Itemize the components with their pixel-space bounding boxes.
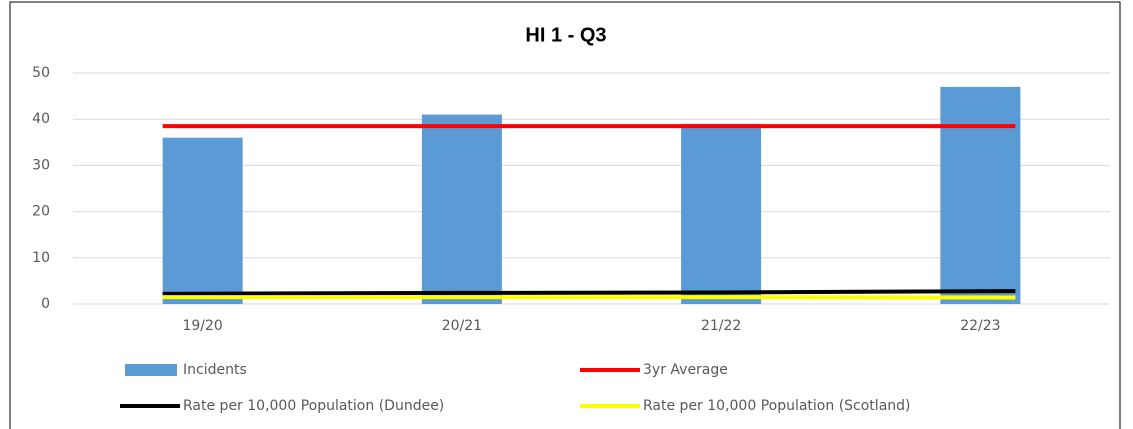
bar [421,114,502,304]
legend-label: Rate per 10,000 Population (Dundee) [183,398,444,414]
bar [940,86,1021,304]
y-tick-label: 30 [32,157,50,173]
y-tick-label: 0 [41,296,50,312]
bar [681,123,762,304]
line [162,289,1016,296]
x-tick-label: 21/22 [701,318,741,334]
y-tick-label: 20 [32,204,50,220]
legend-label: Incidents [183,362,247,378]
x-tick-label: 19/20 [182,318,222,334]
y-tick-label: 40 [32,111,50,127]
x-tick-label: 22/23 [960,318,1000,334]
bar [162,137,243,304]
x-tick-label: 20/21 [442,318,482,334]
y-tick-label: 50 [32,65,50,81]
legend-label: 3yr Average [643,362,728,378]
legend-swatch [125,364,177,376]
legend-label: Rate per 10,000 Population (Scotland) [643,398,911,414]
chart-title: HI 1 - Q3 [525,24,606,46]
y-tick-label: 10 [32,250,50,266]
